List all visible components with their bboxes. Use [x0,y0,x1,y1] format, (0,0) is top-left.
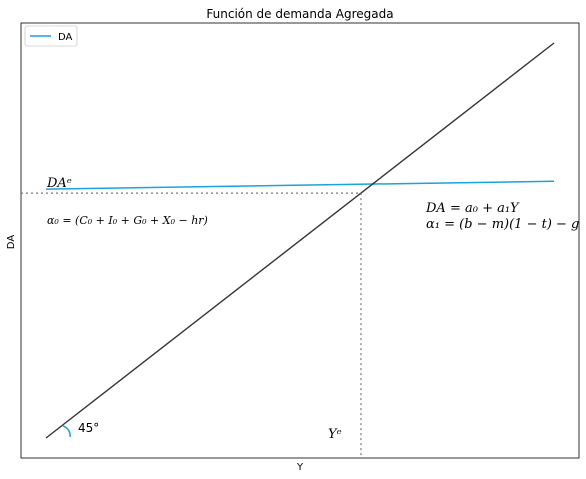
y-axis-label: DA [6,235,17,250]
chart-title: Función de demanda Agregada [206,7,393,21]
y-e-label: Yᵉ [328,427,342,442]
angle-arc [62,425,71,438]
plot-area-frame [20,22,580,459]
series-line-da [45,180,555,190]
angle-label: 45° [78,421,99,435]
legend: DA [24,25,78,47]
x-axis-label: Y [296,462,304,473]
da-equation-label: DA = a₀ + a₁Y [425,201,520,216]
alpha1-label: α₁ = (b − m)(1 − t) − g [426,217,579,232]
legend-label-da: DA [58,32,73,43]
chart-marks [45,42,555,439]
series-line-45-degree [45,42,555,439]
alpha0-label: α₀ = (C₀ + I₀ + G₀ + X₀ − hr) [47,214,208,227]
da-e-label: DAᵉ [46,176,72,191]
